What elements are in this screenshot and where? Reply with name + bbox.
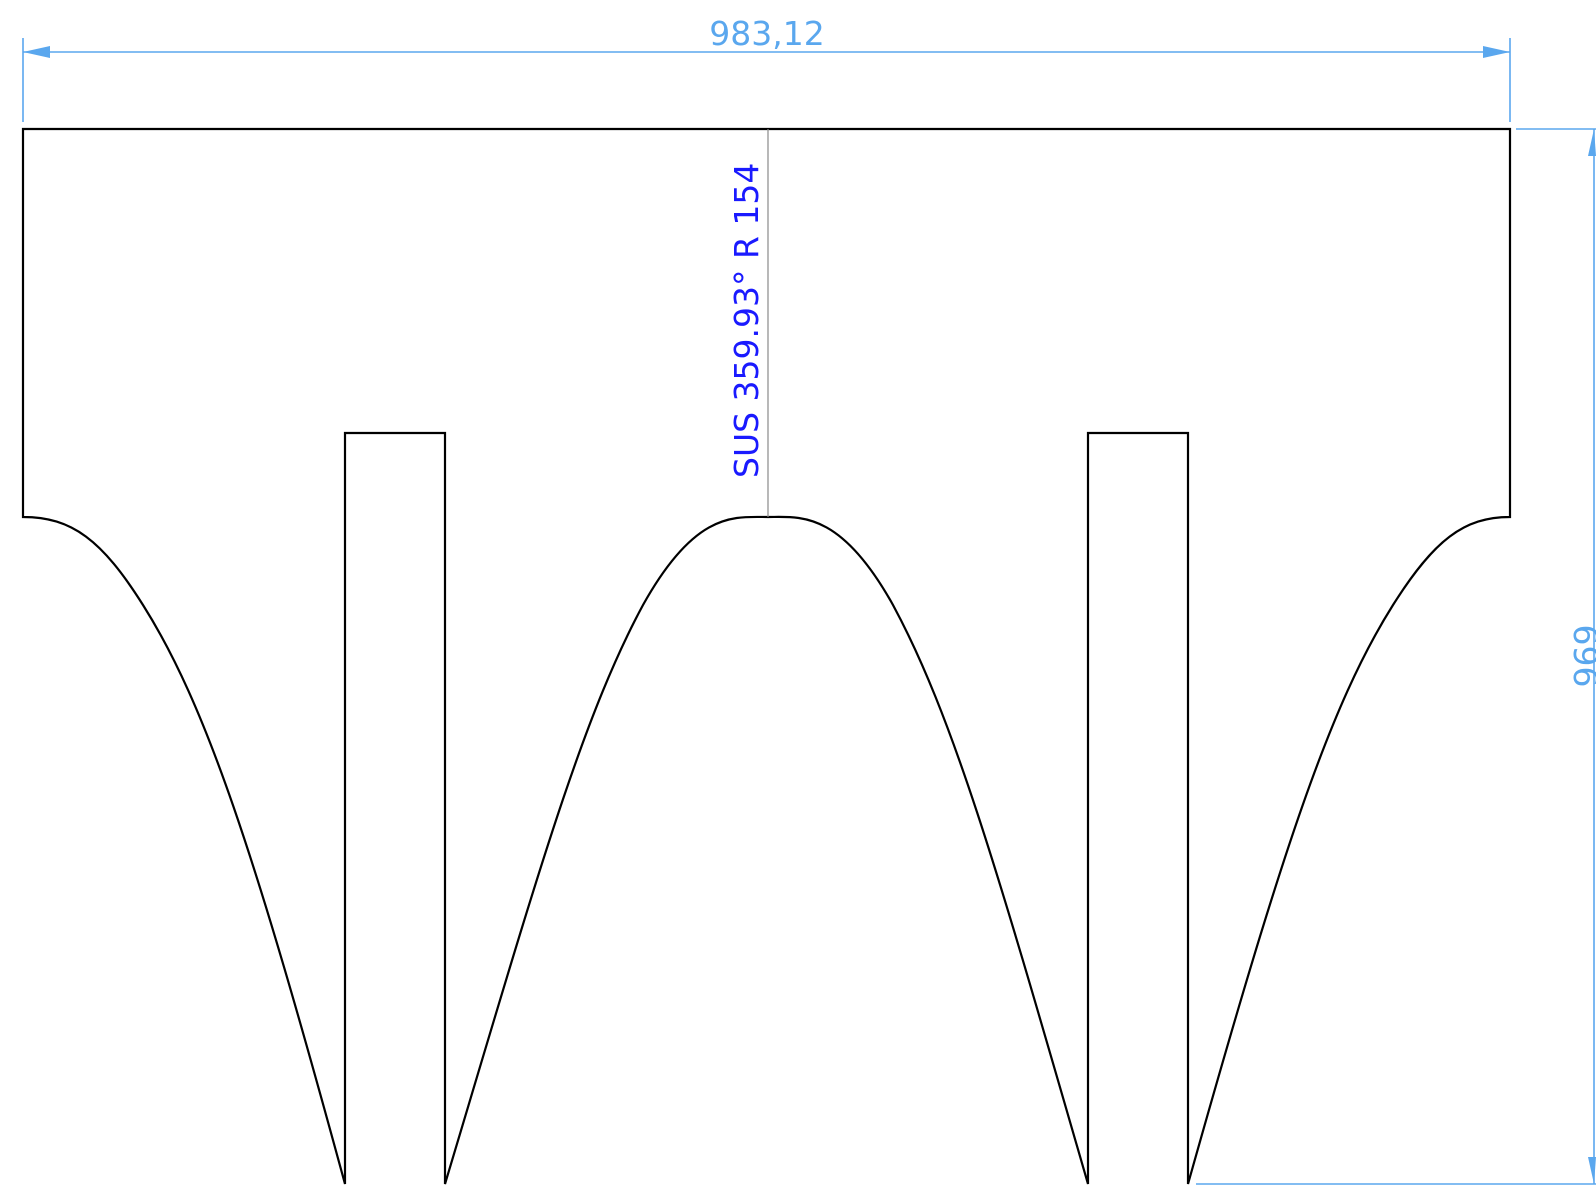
height-arrow-top xyxy=(1588,129,1596,156)
bend-annotation: SUS 359.93° R 154 xyxy=(727,163,766,478)
width-dimension: 983,12 xyxy=(22,14,1511,122)
width-dimension-text: 983,12 xyxy=(709,14,824,53)
width-arrow-left xyxy=(23,46,50,58)
height-dimension-text: 696 xyxy=(1566,625,1596,688)
height-arrow-bottom xyxy=(1588,1157,1596,1184)
width-arrow-right xyxy=(1483,46,1510,58)
height-dimension: 696 xyxy=(1196,128,1596,1185)
part-outline xyxy=(21,127,1512,1185)
